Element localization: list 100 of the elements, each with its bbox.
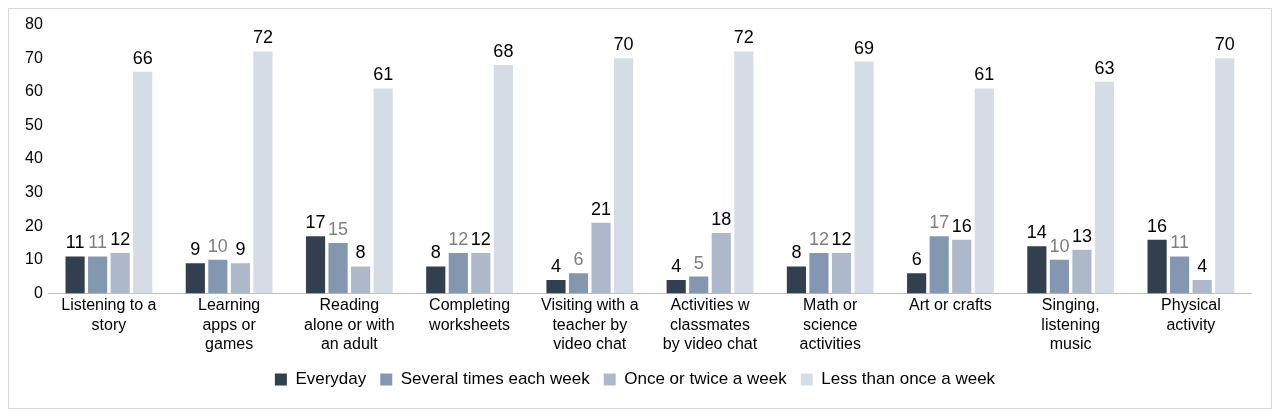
data-label: 11: [88, 232, 107, 253]
x-tick-label: Math or science activities: [799, 296, 861, 352]
y-tick-label: 0: [33, 283, 43, 301]
bar: [734, 51, 754, 294]
bar: [373, 88, 393, 294]
data-label: 9: [190, 239, 201, 260]
data-label: 68: [493, 40, 514, 61]
data-label: 16: [1147, 215, 1168, 236]
bar: [831, 253, 852, 294]
bar: [1027, 246, 1047, 294]
bar: [929, 236, 949, 294]
data-label: 61: [373, 64, 394, 85]
data-label: 69: [854, 37, 875, 58]
data-label: 12: [808, 229, 829, 250]
data-label: 72: [733, 27, 754, 48]
data-label: 17: [305, 212, 326, 233]
data-label: 14: [1026, 222, 1047, 243]
data-label: 18: [711, 208, 732, 229]
bar: [614, 58, 634, 294]
bar: [448, 253, 468, 294]
bar: [351, 266, 371, 294]
legend-label: Less than once a week: [821, 369, 996, 389]
data-label: 13: [1071, 225, 1092, 246]
bar: [208, 259, 228, 294]
bar: [1215, 58, 1235, 294]
bar: [305, 236, 326, 294]
y-tick-label: 60: [25, 82, 43, 100]
x-tick-label: Art or crafts: [909, 296, 992, 314]
data-label: 11: [65, 232, 85, 253]
data-label: 6: [573, 249, 584, 270]
bar: [689, 276, 709, 294]
bar: [110, 253, 130, 294]
y-tick-label: 20: [25, 216, 43, 234]
data-label: 8: [430, 242, 441, 263]
bar: [568, 273, 589, 294]
bar: [1049, 259, 1069, 294]
data-label: 12: [470, 229, 491, 250]
bar: [328, 243, 348, 294]
data-label: 17: [929, 212, 950, 233]
x-tick-label: Physical activity: [1161, 296, 1221, 333]
data-label: 4: [671, 255, 682, 276]
bar: [907, 273, 927, 294]
y-tick-label: 80: [25, 15, 43, 33]
bar: [88, 256, 108, 294]
x-tick-label: Learning apps or games: [197, 296, 261, 352]
bar: [1147, 239, 1167, 294]
x-tick-label: Visiting with a teacher by video chat: [541, 296, 639, 352]
bar: [426, 266, 446, 294]
bar: [253, 51, 273, 294]
x-tick-label: Activities w classmates by video chat: [662, 296, 758, 352]
bar: [65, 256, 85, 294]
bar: [952, 239, 972, 294]
legend-label: Several times each week: [400, 369, 591, 389]
data-label: 12: [448, 229, 469, 250]
bar: [546, 279, 566, 294]
bar: [1094, 81, 1115, 294]
data-label: 70: [613, 34, 634, 55]
data-label: 12: [110, 229, 131, 250]
data-label: 15: [328, 218, 349, 239]
data-label: 4: [1197, 255, 1208, 276]
bar: [493, 64, 513, 294]
bar: [666, 279, 686, 294]
data-label: 70: [1214, 34, 1235, 55]
bar: [1192, 279, 1212, 294]
data-label: 5: [693, 252, 704, 273]
bar: [471, 253, 491, 294]
bar: [974, 88, 994, 294]
bar: [854, 61, 874, 294]
bar: [230, 263, 250, 294]
data-label: 12: [831, 229, 852, 250]
data-label: 21: [591, 198, 612, 219]
bar: [809, 253, 829, 294]
data-label: 10: [1049, 235, 1070, 256]
y-tick-label: 50: [25, 115, 43, 133]
data-label: 72: [252, 27, 273, 48]
bar: [133, 71, 153, 294]
bar: [711, 232, 731, 294]
data-label: 10: [207, 235, 228, 256]
data-label: 63: [1094, 57, 1115, 78]
bar: [591, 222, 611, 294]
bar: [786, 266, 806, 294]
x-tick-label: Completing worksheets: [428, 296, 511, 333]
data-label: 4: [550, 255, 561, 276]
data-label: 66: [132, 47, 153, 68]
data-label: 11: [1170, 232, 1189, 253]
x-tick-label: Singing, listening music: [1041, 296, 1101, 352]
data-label: 8: [355, 242, 366, 263]
data-label: 16: [951, 215, 972, 236]
data-label: 8: [791, 242, 802, 263]
data-label: 6: [911, 249, 922, 270]
legend-label: Once or twice a week: [624, 369, 788, 389]
x-tick-label: Listening to a story: [61, 296, 157, 333]
x-tick-label: Reading alone or with an adult: [303, 296, 395, 352]
data-label: 9: [235, 239, 246, 260]
bar: [1170, 256, 1190, 294]
y-tick-label: 70: [25, 48, 43, 66]
bar: [185, 263, 205, 294]
y-tick-label: 10: [25, 250, 43, 268]
data-label: 61: [974, 64, 995, 85]
bar: [1072, 249, 1092, 294]
